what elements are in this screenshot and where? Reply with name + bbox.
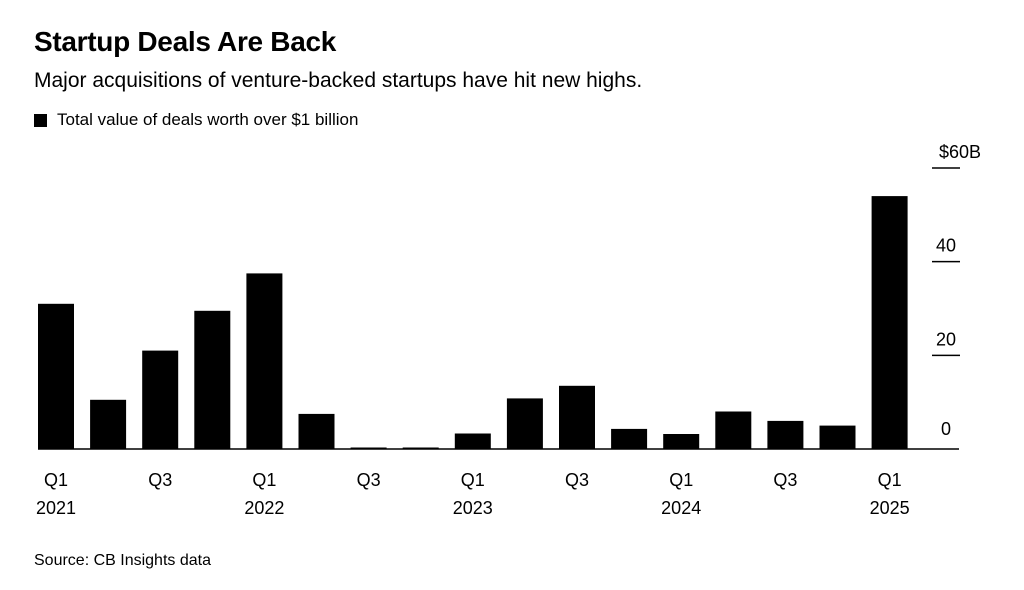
bar-q1-2023 bbox=[454, 433, 491, 449]
bar-q1-2022 bbox=[246, 273, 283, 449]
bar-q3-2023 bbox=[559, 385, 595, 449]
bar-q2-2023 bbox=[506, 398, 543, 449]
legend-label: Total value of deals worth over $1 billi… bbox=[57, 110, 359, 129]
x-tick-label-16: Q1 bbox=[878, 470, 902, 490]
bar-q3-2021 bbox=[142, 350, 179, 449]
x-tick-year-12: 2024 bbox=[661, 498, 701, 518]
x-tick-label-6: Q3 bbox=[357, 470, 381, 490]
x-tick-label-4: Q1 bbox=[252, 470, 276, 490]
bar-q4-2023 bbox=[611, 428, 648, 449]
x-tick-label-0: Q1 bbox=[44, 470, 68, 490]
x-tick-year-16: 2025 bbox=[870, 498, 910, 518]
chart-subtitle: Major acquisitions of venture-backed sta… bbox=[34, 69, 643, 92]
x-tick-label-8: Q1 bbox=[461, 470, 485, 490]
y-tick-label-0: 0 bbox=[941, 419, 951, 439]
bar-q4-2024 bbox=[819, 425, 856, 449]
x-tick-year-0: 2021 bbox=[36, 498, 76, 518]
bar-q1-2021 bbox=[38, 303, 74, 449]
bar-q4-2021 bbox=[194, 310, 231, 449]
x-tick-label-14: Q3 bbox=[773, 470, 797, 490]
bar-q2-2022 bbox=[298, 413, 335, 449]
y-tick-label-60: $60B bbox=[939, 142, 981, 162]
x-tick-label-2: Q3 bbox=[148, 470, 172, 490]
chart-title: Startup Deals Are Back bbox=[34, 26, 337, 57]
legend: Total value of deals worth over $1 billi… bbox=[34, 110, 358, 130]
bar-q2-2021 bbox=[90, 399, 127, 449]
legend-swatch bbox=[34, 113, 47, 127]
bar-q2-2024 bbox=[715, 411, 752, 449]
y-tick-label-40: 40 bbox=[936, 236, 956, 256]
bar-q1-2024 bbox=[663, 434, 700, 449]
bar-q1-2025 bbox=[871, 196, 908, 449]
x-tick-label-10: Q3 bbox=[565, 470, 589, 490]
source-note: Source: CB Insights data bbox=[34, 552, 211, 569]
y-tick-label-20: 20 bbox=[936, 329, 956, 349]
x-tick-year-8: 2023 bbox=[453, 498, 493, 518]
bar-q3-2024 bbox=[767, 420, 804, 449]
x-tick-year-4: 2022 bbox=[244, 498, 284, 518]
x-tick-label-12: Q1 bbox=[669, 470, 693, 490]
